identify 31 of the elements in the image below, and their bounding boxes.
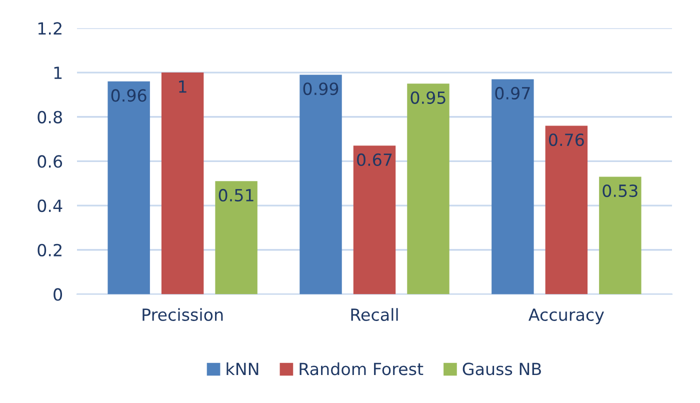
data-label: 0.97 xyxy=(495,86,530,100)
bar xyxy=(545,126,588,294)
data-label: 0.99 xyxy=(303,82,338,96)
data-label: 0.67 xyxy=(357,153,392,166)
data-label: 0.76 xyxy=(548,133,584,146)
legend-label: kNN xyxy=(226,362,258,376)
y-tick-label: 0.2 xyxy=(38,244,62,256)
legend-label: Random Forest xyxy=(300,362,424,376)
legend-label: Gauss NB xyxy=(462,362,541,376)
x-tick-label: Precission xyxy=(142,308,223,321)
data-label: 0.51 xyxy=(218,188,254,202)
y-tick-label: 0.8 xyxy=(38,110,62,124)
x-tick-label: Recall xyxy=(351,308,398,321)
y-tick-label: 0 xyxy=(54,288,62,301)
data-label: 1 xyxy=(179,80,186,93)
y-tick-label: 0.4 xyxy=(38,199,62,212)
x-tick-label: Accuracy xyxy=(528,308,604,324)
data-label: 0.96 xyxy=(111,89,146,102)
bar xyxy=(407,84,450,294)
bar xyxy=(492,79,534,294)
y-tick-label: 1 xyxy=(54,66,62,79)
y-tick-label: 0.6 xyxy=(38,155,62,168)
bar xyxy=(599,176,642,294)
data-label: 0.53 xyxy=(602,184,638,198)
bar xyxy=(108,81,150,294)
bar xyxy=(215,181,258,294)
data-label: 0.95 xyxy=(410,91,446,104)
bar xyxy=(300,74,342,294)
bar xyxy=(161,72,204,294)
y-tick-label: 1.2 xyxy=(38,22,62,35)
bar xyxy=(353,146,396,294)
